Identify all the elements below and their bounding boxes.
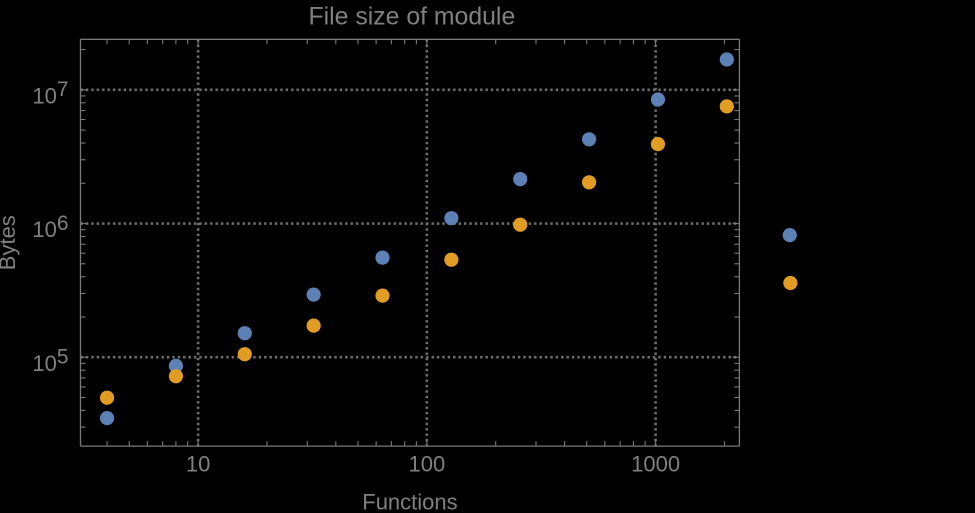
svg-text:1000: 1000 [631, 451, 680, 476]
svg-text:Functions: Functions [362, 490, 457, 513]
svg-text:Bytes: Bytes [0, 215, 20, 270]
svg-text:100: 100 [408, 451, 445, 476]
svg-text:File size of module: File size of module [309, 4, 516, 31]
svg-text:10: 10 [186, 451, 210, 476]
